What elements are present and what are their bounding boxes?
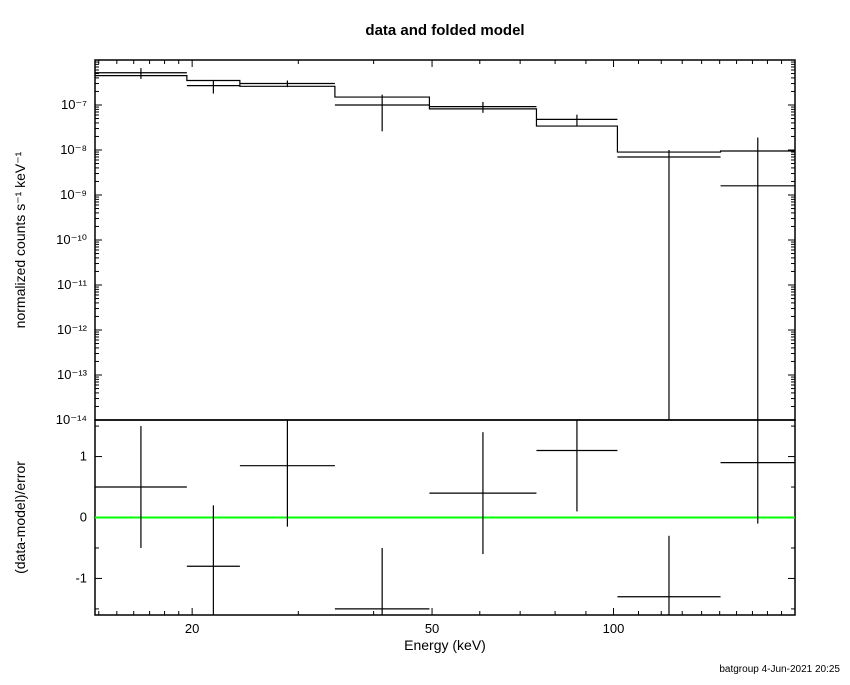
top-panel-data [95, 68, 795, 420]
x-tick-label: 50 [425, 621, 439, 636]
top-y-tick-label: 10⁻⁸ [60, 142, 87, 157]
bottom-panel-data [95, 390, 795, 670]
chart-container: data and folded model Energy (keV) batgrou… [0, 0, 850, 680]
chart-svg: data and folded model Energy (keV) batgrou… [0, 0, 850, 680]
top-y-tick-label: 10⁻¹² [57, 322, 88, 337]
top-y-tick-label: 10⁻⁹ [60, 187, 87, 202]
top-y-axis-label: normalized counts s⁻¹ keV⁻¹ [12, 151, 28, 328]
chart-footer: batgroup 4-Jun-2021 20:25 [719, 664, 840, 675]
top-y-tick-label: 10⁻¹⁴ [56, 412, 87, 427]
top-y-tick-label: 10⁻⁷ [61, 97, 87, 112]
x-tick-label: 20 [185, 621, 199, 636]
bottom-y-tick-label: -1 [75, 570, 87, 585]
x-axis-label: Energy (keV) [404, 637, 486, 653]
model-step-line [95, 76, 795, 152]
bottom-y-tick-label: 0 [80, 510, 87, 525]
top-panel-frame [95, 60, 795, 420]
x-tick-label: 100 [603, 621, 625, 636]
bottom-y-axis-label: (data-model)/error [12, 461, 28, 574]
top-y-tick-label: 10⁻¹⁰ [56, 232, 87, 247]
top-y-tick-label: 10⁻¹¹ [57, 277, 88, 292]
bottom-y-tick-label: 1 [80, 449, 87, 464]
chart-title: data and folded model [365, 22, 524, 39]
top-y-tick-label: 10⁻¹³ [57, 367, 88, 382]
